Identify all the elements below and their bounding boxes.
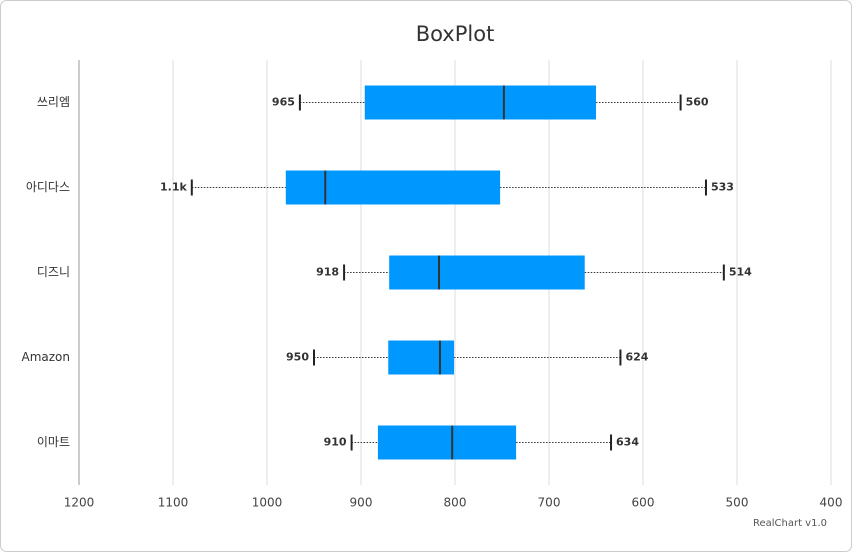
high-label: 1.1k xyxy=(160,181,187,194)
x-tick-label: 700 xyxy=(538,496,561,510)
category-label: 쓰리엠 xyxy=(37,95,70,109)
low-label: 533 xyxy=(711,181,734,194)
x-tick-label: 600 xyxy=(632,496,655,510)
footer: RealChart v1.0 xyxy=(753,518,827,529)
category-label: 이마트 xyxy=(37,435,70,449)
category-label: 디즈니 xyxy=(37,265,70,279)
x-tick-label: 800 xyxy=(444,496,467,510)
box xyxy=(388,340,455,375)
high-label: 950 xyxy=(286,351,309,364)
x-tick-label: 500 xyxy=(726,496,749,510)
low-label: 634 xyxy=(616,436,639,449)
x-tick-label: 1200 xyxy=(64,496,95,510)
box xyxy=(389,255,585,290)
category-label: Amazon xyxy=(22,350,71,364)
chart-title: BoxPlot xyxy=(416,22,495,46)
x-tick-label: 1000 xyxy=(252,496,283,510)
x-tick-label: 400 xyxy=(820,496,843,510)
high-label: 965 xyxy=(272,96,295,109)
category-label: 아디다스 xyxy=(26,180,70,194)
x-tick-label: 1100 xyxy=(158,496,189,510)
box xyxy=(285,170,501,205)
low-label: 514 xyxy=(729,266,752,279)
box xyxy=(377,425,517,460)
low-label: 560 xyxy=(686,96,709,109)
box xyxy=(364,85,596,120)
high-label: 918 xyxy=(316,266,339,279)
low-label: 624 xyxy=(625,351,648,364)
x-tick-label: 900 xyxy=(350,496,373,510)
high-label: 910 xyxy=(324,436,347,449)
